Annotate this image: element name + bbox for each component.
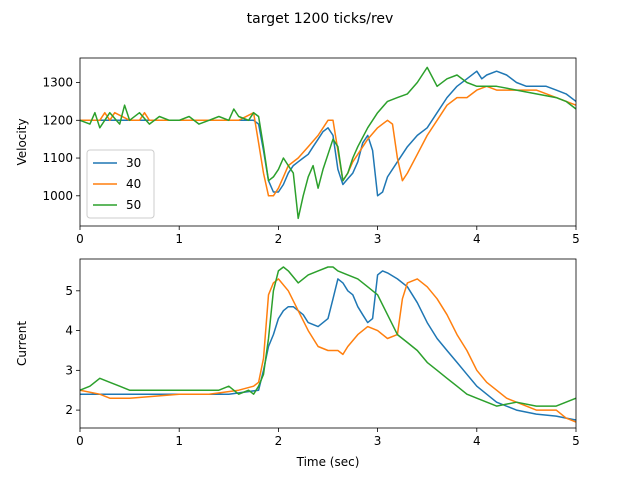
- legend-box: [86, 149, 155, 219]
- velocity-y-axis-label: Velocity: [15, 118, 29, 165]
- current-axes-frame: [79, 258, 577, 429]
- current-x-tick-label: 0: [76, 434, 84, 448]
- figure-title: target 1200 ticks/rev: [247, 11, 394, 27]
- velocity-axes: 0 1 2 3 4 5 1000 1100 1200 1300 Velocity 30 40 50: [15, 57, 580, 246]
- legend: 30 40 50: [86, 149, 155, 219]
- current-y-axis-label: Current: [15, 321, 29, 366]
- velocity-y-tick-label: 1000: [42, 189, 73, 203]
- current-x-tick-label: 5: [572, 434, 580, 448]
- current-y-tick-label: 5: [65, 284, 73, 298]
- current-y-tick-label: 2: [65, 403, 73, 417]
- current-x-tick-label: 2: [275, 434, 283, 448]
- velocity-x-tick-label: 2: [275, 232, 283, 246]
- current-axes: 0 1 2 3 4 5 2 3 4 5 Current Time (sec): [15, 258, 580, 469]
- velocity-y-tick-label: 1200: [42, 113, 73, 127]
- velocity-x-tick-label: 5: [572, 232, 580, 246]
- current-x-axis-label: Time (sec): [296, 455, 360, 469]
- velocity-y-tick-label: 1100: [42, 151, 73, 165]
- velocity-series-group: [80, 66, 576, 220]
- velocity-series-50-line: [80, 66, 576, 220]
- current-y-tick-label: 4: [65, 324, 73, 338]
- legend-label-30: 30: [126, 156, 141, 170]
- velocity-y-tick-label: 1300: [42, 76, 73, 90]
- velocity-x-tick-label: 0: [76, 232, 84, 246]
- current-series-40-line: [80, 278, 576, 423]
- legend-label-40: 40: [126, 177, 141, 191]
- current-series-50-line: [80, 266, 576, 407]
- velocity-x-tick-label: 1: [175, 232, 183, 246]
- velocity-axes-frame: [79, 57, 577, 227]
- current-x-tick-label: 1: [175, 434, 183, 448]
- current-series-group: [80, 266, 576, 423]
- current-x-tick-label: 4: [473, 434, 481, 448]
- velocity-x-tick-label: 3: [374, 232, 382, 246]
- current-y-tick-label: 3: [65, 363, 73, 377]
- velocity-x-tick-label: 4: [473, 232, 481, 246]
- current-x-tick-label: 3: [374, 434, 382, 448]
- current-series-30-line: [80, 270, 576, 421]
- legend-label-50: 50: [126, 198, 141, 212]
